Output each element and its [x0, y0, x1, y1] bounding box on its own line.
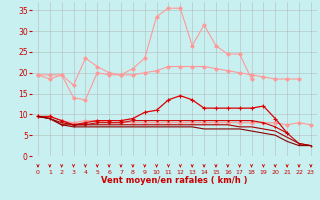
- X-axis label: Vent moyen/en rafales ( km/h ): Vent moyen/en rafales ( km/h ): [101, 176, 248, 185]
